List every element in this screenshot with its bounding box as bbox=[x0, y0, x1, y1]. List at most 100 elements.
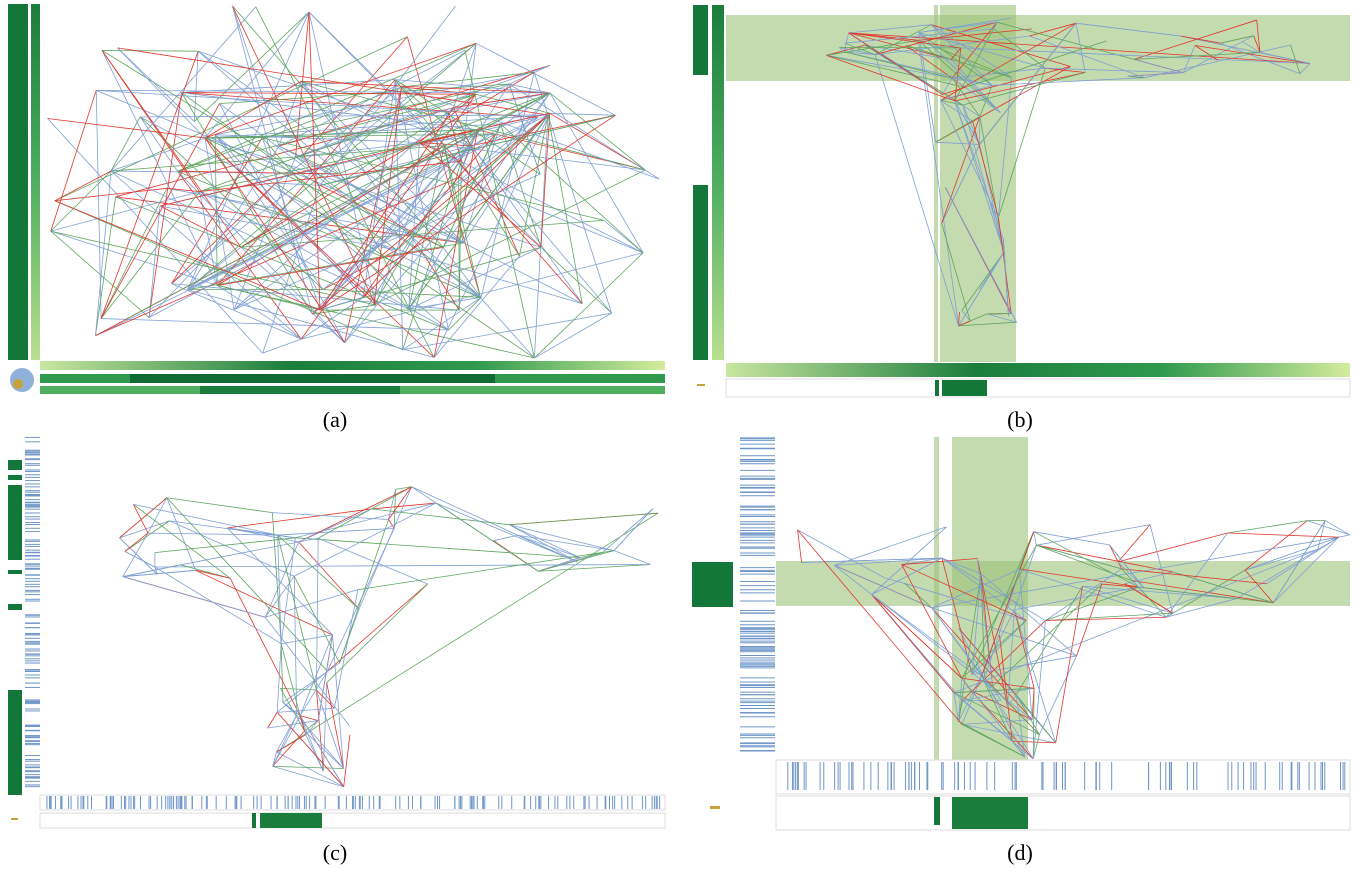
edge bbox=[371, 509, 509, 525]
edge bbox=[1118, 525, 1150, 562]
col-bar bbox=[952, 797, 1028, 829]
edge bbox=[167, 498, 328, 671]
edge bbox=[316, 690, 334, 708]
edge bbox=[316, 538, 318, 690]
edge bbox=[101, 319, 448, 330]
col-bar bbox=[942, 380, 987, 396]
edge bbox=[123, 533, 148, 577]
edge bbox=[263, 339, 302, 353]
edge bbox=[309, 12, 541, 247]
edge bbox=[277, 671, 327, 712]
col-track bbox=[776, 760, 1350, 794]
row-bar bbox=[8, 604, 22, 610]
edge bbox=[1034, 532, 1037, 545]
highlight-col bbox=[940, 5, 1016, 362]
edge bbox=[327, 584, 427, 671]
edge bbox=[1118, 533, 1227, 562]
row-ticks bbox=[740, 438, 775, 751]
edge bbox=[316, 690, 343, 768]
edge bbox=[550, 93, 643, 253]
edge bbox=[172, 284, 302, 340]
col-bar bbox=[935, 380, 939, 396]
row-bar bbox=[8, 570, 22, 574]
edge bbox=[1339, 535, 1350, 537]
edge bbox=[140, 117, 177, 171]
edge bbox=[125, 533, 148, 551]
edge bbox=[149, 206, 160, 318]
edge bbox=[301, 297, 363, 339]
edge bbox=[1045, 613, 1172, 620]
edge bbox=[273, 715, 297, 766]
molecule-icon bbox=[697, 384, 705, 386]
col-bar bbox=[200, 386, 400, 394]
edge bbox=[276, 183, 535, 358]
edge bbox=[300, 716, 323, 772]
edge bbox=[327, 683, 344, 769]
edge bbox=[55, 171, 111, 201]
edge bbox=[363, 115, 548, 297]
edge bbox=[299, 542, 359, 609]
edge bbox=[272, 513, 388, 520]
panel-caption: (a) bbox=[323, 407, 347, 432]
edge bbox=[230, 578, 300, 715]
edge bbox=[395, 80, 550, 93]
edge bbox=[403, 297, 481, 349]
page: (a) (b) (c) (d) (() => { const data = JS… bbox=[0, 0, 1357, 869]
edge bbox=[494, 535, 518, 540]
row-ticks bbox=[25, 437, 40, 786]
edge bbox=[227, 528, 277, 535]
edge bbox=[188, 290, 435, 358]
panel-d bbox=[692, 437, 1350, 830]
edge bbox=[51, 171, 111, 231]
molecule-icon bbox=[11, 818, 18, 820]
edge bbox=[872, 595, 954, 693]
row-bar bbox=[8, 475, 22, 480]
edge bbox=[550, 113, 616, 115]
edge bbox=[295, 538, 580, 558]
col-gradient bbox=[726, 363, 1350, 377]
edge bbox=[227, 528, 299, 542]
edge bbox=[281, 635, 332, 644]
row-gradient bbox=[31, 4, 40, 360]
edge bbox=[614, 551, 651, 565]
edge bbox=[181, 538, 319, 565]
col-track bbox=[776, 796, 1350, 830]
edge bbox=[344, 735, 350, 787]
edge bbox=[268, 712, 278, 728]
col-track bbox=[726, 379, 1350, 397]
edge bbox=[167, 498, 273, 513]
col-bar bbox=[260, 813, 322, 828]
panel-b bbox=[693, 5, 1350, 397]
edge bbox=[102, 50, 198, 51]
edge bbox=[120, 538, 158, 575]
edge bbox=[538, 551, 614, 572]
edge bbox=[872, 595, 962, 679]
edge bbox=[358, 551, 614, 590]
edge bbox=[332, 635, 343, 769]
edge bbox=[301, 81, 643, 252]
edge bbox=[281, 644, 283, 703]
row-bar bbox=[693, 185, 708, 360]
edge bbox=[123, 577, 265, 618]
edge bbox=[541, 113, 550, 247]
edge bbox=[444, 146, 582, 304]
edge bbox=[327, 584, 428, 683]
edge bbox=[123, 570, 196, 576]
edge bbox=[436, 503, 577, 562]
molecule-icon bbox=[10, 368, 34, 392]
network-edges bbox=[48, 6, 1350, 787]
col-bar bbox=[934, 797, 940, 825]
col-bar bbox=[130, 374, 495, 383]
row-bar bbox=[692, 562, 733, 607]
panel-c bbox=[8, 437, 665, 828]
col-bar bbox=[252, 813, 256, 828]
edge bbox=[101, 188, 167, 318]
col-ticks bbox=[788, 762, 1345, 790]
molecule-icon bbox=[710, 806, 720, 809]
edge bbox=[1033, 621, 1045, 759]
edge bbox=[1227, 521, 1307, 533]
edge bbox=[281, 644, 300, 716]
edge bbox=[276, 513, 658, 752]
highlight-col bbox=[934, 5, 938, 362]
edge bbox=[125, 521, 170, 552]
